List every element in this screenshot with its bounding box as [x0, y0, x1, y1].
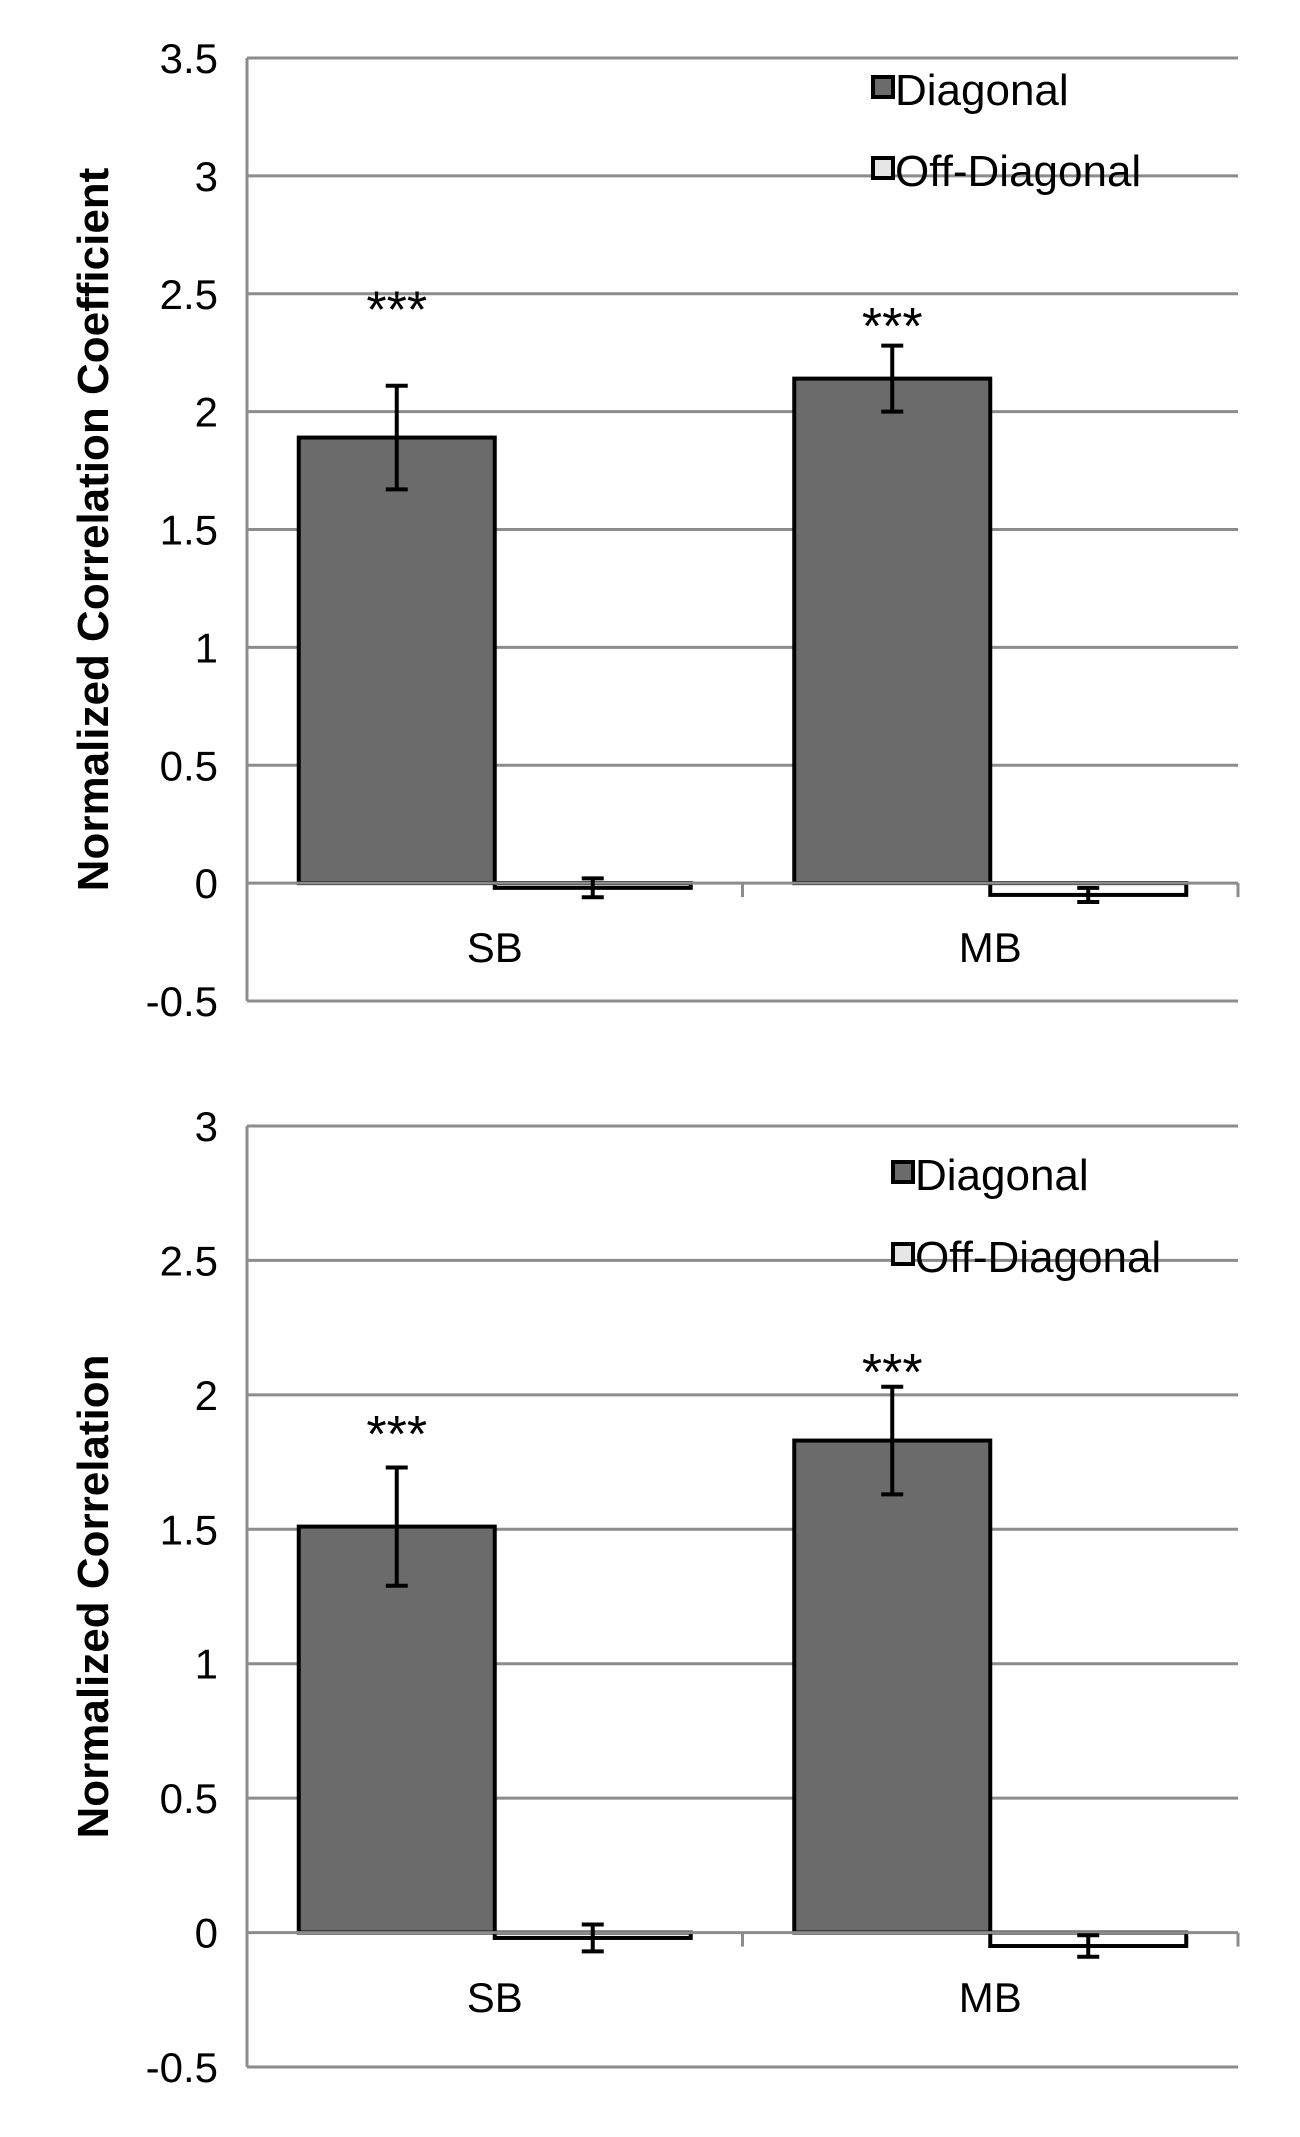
error-bar-diagonal-sb	[385, 383, 408, 492]
y-axis-title: Normalized Correlation	[69, 1354, 118, 1838]
legend-swatch-diagonal	[891, 1160, 915, 1184]
y-tick-label: 0.5	[160, 1775, 218, 1822]
legend-label-diagonal: Diagonal	[915, 1151, 1089, 1200]
significance-label: ***	[862, 1344, 923, 1402]
y-axis-title: Normalized Correlation Coefficient	[69, 167, 118, 891]
category-label-mb: MB	[959, 1974, 1022, 2021]
y-tick-label: 3.5	[160, 35, 218, 82]
y-tick-label: -0.5	[146, 2044, 218, 2091]
error-bar-diagonal-mb	[881, 1384, 904, 1497]
significance-label: ***	[366, 1406, 427, 1464]
chart-bottom: -0.5 0 0.5 1 1.5 2 2.5 3 SB MB *** *** Diagonal Off-D…	[69, 1103, 1240, 2091]
bar-diagonal-sb	[296, 1524, 497, 1935]
y-tick-label: 3	[195, 153, 218, 200]
legend-label-diagonal: Diagonal	[895, 66, 1069, 115]
y-tick-label: 0	[195, 1910, 218, 1957]
category-label-sb: SB	[467, 1974, 523, 2021]
y-tick-label: 2	[195, 389, 218, 436]
y-tick-label: 1	[195, 1641, 218, 1688]
error-bar-off-diagonal-sb	[581, 1922, 604, 1954]
category-label-mb: MB	[959, 924, 1022, 971]
bar-diagonal-sb	[296, 435, 497, 886]
y-tick-label: 2	[195, 1372, 218, 1419]
significance-label: ***	[862, 298, 923, 356]
error-bar-diagonal-mb	[881, 343, 904, 414]
y-tick-label: 2.5	[160, 271, 218, 318]
error-bar-diagonal-sb	[385, 1465, 408, 1588]
y-tick-label: 2.5	[160, 1237, 218, 1284]
y-tick-label: 0.5	[160, 742, 218, 789]
error-bar-off-diagonal-sb	[581, 876, 604, 900]
legend-swatch-off-diagonal	[871, 156, 895, 180]
y-tick-label: 1.5	[160, 1506, 218, 1553]
bar-diagonal-mb	[792, 376, 993, 886]
legend-label-off-diagonal: Off-Diagonal	[915, 1233, 1161, 1282]
error-bar-off-diagonal-mb	[1077, 1933, 1100, 1959]
y-tick-label: 0	[195, 860, 218, 907]
y-tick-label: 3	[195, 1103, 218, 1150]
y-tick-label: -0.5	[146, 978, 218, 1025]
y-tick-label: 1	[195, 624, 218, 671]
legend-swatch-diagonal	[871, 75, 895, 99]
error-bar-off-diagonal-mb	[1077, 885, 1100, 904]
category-label-sb: SB	[467, 924, 523, 971]
y-tick-label: 1.5	[160, 507, 218, 554]
legend-swatch-off-diagonal	[891, 1242, 915, 1266]
significance-label: ***	[366, 282, 427, 340]
chart-top: -0.5 0 0.5 1 1.5 2 2.5 3 3.5 SB MB *** *** Diagonal Of…	[69, 35, 1240, 1025]
legend-label-off-diagonal: Off-Diagonal	[895, 147, 1141, 196]
bar-diagonal-mb	[792, 1438, 993, 1935]
